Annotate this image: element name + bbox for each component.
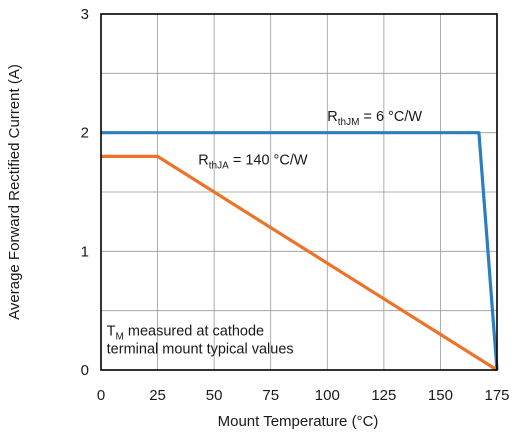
y-axis-label: Average Forward Rectified Current (A) xyxy=(6,64,23,320)
x-tick-label: 175 xyxy=(484,387,509,404)
annotation-rthjm-sub: thJM xyxy=(338,117,360,128)
y-tick-label: 1 xyxy=(81,243,89,260)
x-tick-label: 75 xyxy=(262,387,279,404)
x-tick-label: 25 xyxy=(149,387,166,404)
x-tick-label: 100 xyxy=(315,387,340,404)
annotation-rthja-sub: thJA xyxy=(209,161,229,172)
x-axis-label: Mount Temperature (°C) xyxy=(218,413,379,430)
annotation-rthja: RthJA = 140 °C/W xyxy=(198,153,308,172)
x-tick-label: 125 xyxy=(371,387,396,404)
series-line-2 xyxy=(101,154,498,372)
x-tick-label: 150 xyxy=(428,387,453,404)
grid-lines xyxy=(100,13,498,371)
annotation-rthjm-main: R xyxy=(327,109,337,125)
annotation-note-main: T xyxy=(107,324,116,340)
annotation-rthja-main: R xyxy=(198,153,208,169)
annotation-note: TM measured at cathode terminal mount ty… xyxy=(107,324,294,358)
y-tick-label: 0 xyxy=(81,362,89,379)
annotation-note-line1: TM measured at cathode xyxy=(107,324,264,343)
y-tick-label: 3 xyxy=(81,6,89,23)
plot-frame xyxy=(100,13,498,371)
series-line-1 xyxy=(101,131,499,371)
annotation-note-rest: measured at cathode xyxy=(124,324,264,340)
annotation-rthjm: RthJM = 6 °C/W xyxy=(327,109,422,128)
y-tick-label: 2 xyxy=(81,125,89,142)
series-lines xyxy=(101,131,499,372)
x-tick-labels: 0 25 50 75 100 125 150 175 xyxy=(97,387,510,404)
annotation-note-line2: terminal mount typical values xyxy=(107,342,294,358)
annotation-rthja-rest: = 140 °C/W xyxy=(229,153,308,169)
annotation-note-sub: M xyxy=(116,332,124,343)
x-tick-label: 0 xyxy=(97,387,105,404)
y-tick-labels: 0 1 2 3 xyxy=(81,6,89,379)
x-tick-label: 50 xyxy=(206,387,223,404)
annotation-rthjm-rest: = 6 °C/W xyxy=(359,109,422,125)
